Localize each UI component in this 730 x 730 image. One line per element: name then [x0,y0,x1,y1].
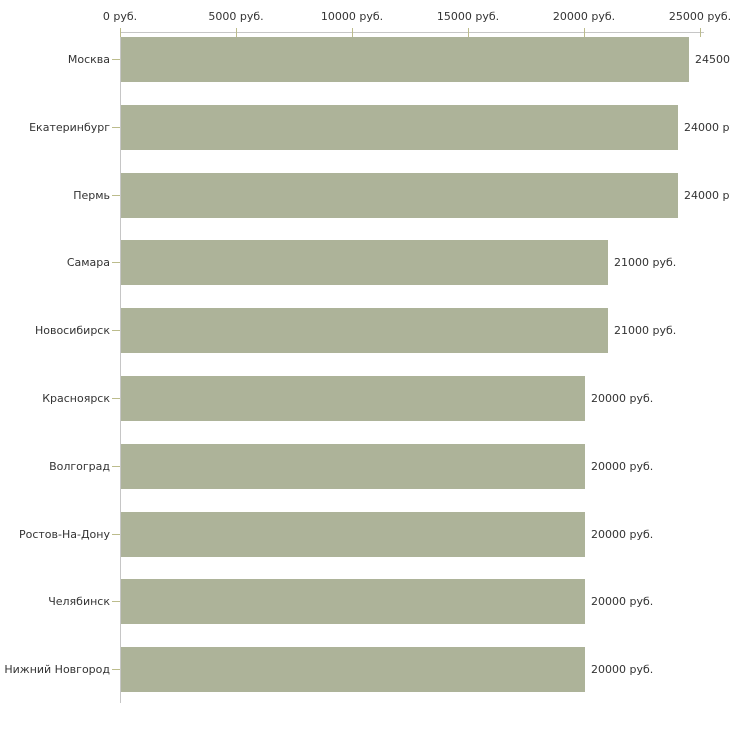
category-label: Ростов-На-Дону [18,528,110,541]
value-label: 21000 руб. [614,256,677,269]
x-axis-tick [236,28,237,37]
x-axis-tick-label: 0 руб. [102,10,138,23]
bar [121,376,585,421]
category-tick [112,398,120,399]
category-label: Новосибирск [34,324,110,337]
y-axis-line [120,32,121,703]
x-axis-tick-label: 25000 руб. [668,10,730,23]
x-axis-tick [584,28,585,37]
category-tick [112,59,120,60]
x-axis-tick [120,28,121,37]
category-label: Нижний Новгород [4,663,110,676]
category-tick [112,601,120,602]
bar [121,444,585,489]
bar [121,173,678,218]
category-tick [112,195,120,196]
value-label: 21000 руб. [614,324,677,337]
bar [121,240,608,285]
value-label: 20000 руб. [591,392,654,405]
x-axis-tick-label: 5000 руб. [208,10,264,23]
value-label: 20000 руб. [591,528,654,541]
category-label: Красноярск [42,392,110,405]
category-tick [112,262,120,263]
x-axis-tick-label: 10000 руб. [320,10,384,23]
category-label: Челябинск [48,595,110,608]
category-label: Пермь [73,189,110,202]
x-axis-tick-label: 15000 руб. [436,10,500,23]
value-label: 24000 руб. [684,189,730,202]
value-label: 20000 руб. [591,663,654,676]
category-label: Волгоград [49,460,110,473]
value-label: 24000 руб. [684,121,730,134]
category-label: Москва [67,53,110,66]
category-tick [112,669,120,670]
value-label: 20000 руб. [591,460,654,473]
category-tick [112,534,120,535]
bar [121,308,608,353]
x-axis-line [120,32,704,33]
x-axis-tick [352,28,353,37]
category-label: Екатеринбург [29,121,110,134]
x-axis-tick [700,28,701,37]
category-tick [112,127,120,128]
x-axis-tick-label: 20000 руб. [552,10,616,23]
bar [121,105,678,150]
bar [121,579,585,624]
bar [121,647,585,692]
bar [121,37,689,82]
value-label: 24500 руб. [695,53,730,66]
category-tick [112,466,120,467]
value-label: 20000 руб. [591,595,654,608]
x-axis-tick [468,28,469,37]
bar [121,512,585,557]
category-tick [112,330,120,331]
category-label: Самара [66,256,110,269]
